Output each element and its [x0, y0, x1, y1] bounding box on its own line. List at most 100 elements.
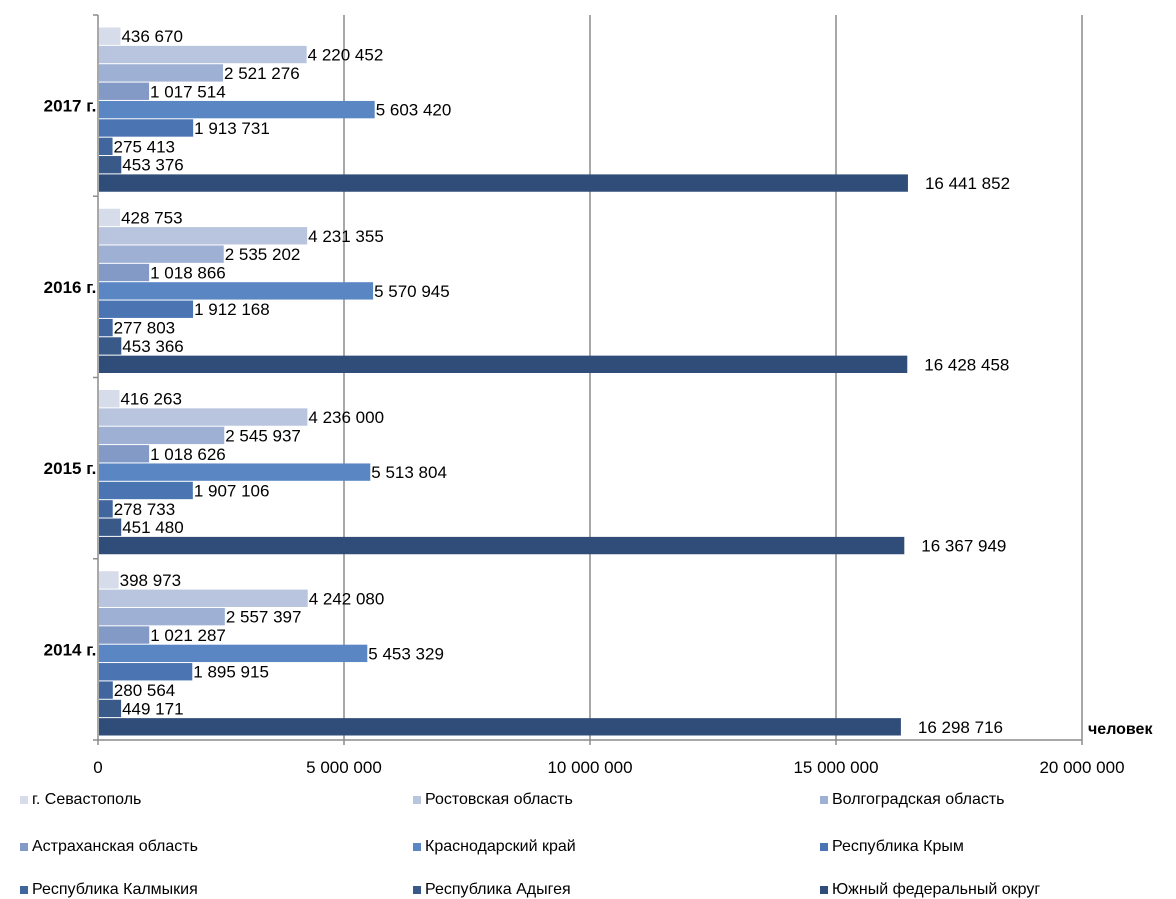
bar: [99, 445, 150, 463]
bars: [99, 27, 908, 736]
data-label: 5 453 329: [368, 644, 444, 663]
legend: г. Севастополь Ростовская область Волгогра…: [0, 788, 1176, 898]
bar: [99, 100, 375, 119]
bar: [99, 137, 113, 156]
bar: [99, 208, 121, 227]
data-label: 1 021 287: [150, 626, 226, 645]
legend-label: Южный федеральный округ: [832, 881, 1041, 898]
bar: [99, 500, 113, 518]
data-label: 1 895 915: [193, 663, 269, 682]
legend-label: Краснодарский край: [425, 838, 576, 855]
bar: [99, 45, 307, 64]
data-label: 1 912 168: [194, 300, 270, 319]
bar: [99, 571, 119, 589]
legend-swatch: [820, 796, 828, 804]
x-tick-label: 15 000 000: [793, 758, 878, 777]
bar: [99, 681, 113, 699]
bar: [99, 626, 150, 644]
legend-swatch: [820, 843, 828, 851]
bar: [99, 227, 308, 245]
bar: [99, 663, 193, 681]
legend-item: г. Севастополь: [20, 791, 141, 809]
legend-item: Республика Адыгея: [413, 881, 571, 899]
legend-label: Волгоградская область: [832, 791, 1005, 808]
legend-item: Южный федеральный округ: [820, 881, 1040, 899]
data-label: 451 480: [122, 518, 183, 537]
data-label: 275 413: [114, 137, 175, 156]
x-tick-label: 5 000 000: [306, 758, 382, 777]
legend-swatch: [413, 886, 421, 894]
data-label: 4 220 452: [308, 46, 384, 65]
bar: [99, 699, 122, 718]
data-label: 5 513 804: [371, 463, 447, 482]
data-label: 280 564: [114, 681, 175, 700]
bar: [99, 282, 374, 300]
legend-swatch: [413, 843, 421, 851]
data-label: 16 441 852: [925, 174, 1010, 193]
legend-item: Ростовская область: [413, 791, 573, 809]
legend-item: Республика Крым: [820, 838, 964, 856]
bar: [99, 607, 225, 626]
data-label: 4 236 000: [308, 408, 384, 427]
x-tick-label: 0: [93, 758, 102, 777]
legend-swatch: [20, 843, 28, 851]
legend-swatch: [20, 796, 28, 804]
bar: [99, 481, 193, 500]
legend-item: Астраханская область: [20, 838, 198, 856]
data-label: 453 366: [122, 337, 183, 356]
category-label: 2014 г.: [44, 640, 97, 659]
legend-swatch: [413, 796, 421, 804]
data-label: 1 017 514: [150, 82, 226, 101]
bar: [99, 337, 122, 355]
category-label: 2017 г.: [44, 97, 97, 116]
data-label: 16 367 949: [921, 537, 1006, 556]
legend-item: Волгоградская область: [820, 791, 1005, 809]
data-label: 416 263: [120, 390, 181, 409]
data-label: 453 376: [122, 156, 183, 175]
legend-item: Республика Калмыкия: [20, 881, 198, 899]
bar: [99, 119, 194, 137]
data-label: 277 803: [114, 319, 175, 338]
bar: [99, 174, 908, 192]
data-label: 5 603 420: [376, 101, 452, 120]
legend-label: Республика Крым: [832, 838, 964, 855]
bar: [99, 64, 224, 82]
data-label: 5 570 945: [374, 282, 450, 301]
bar: [99, 463, 371, 481]
bar: [99, 426, 225, 445]
data-label: 1 913 731: [194, 119, 270, 138]
data-label: 4 231 355: [308, 227, 384, 246]
data-label: 1 907 106: [194, 481, 270, 500]
legend-label: Республика Калмыкия: [32, 881, 198, 898]
legend-swatch: [820, 886, 828, 894]
bar: [99, 318, 113, 337]
data-label: 398 973: [120, 571, 181, 590]
x-axis-unit-label: человек: [1088, 721, 1153, 738]
legend-label: г. Севастополь: [32, 791, 142, 808]
legend-swatch: [20, 886, 28, 894]
bar: [99, 390, 120, 408]
legend-label: Ростовская область: [425, 791, 573, 808]
data-label: 278 733: [114, 500, 175, 519]
legend-label: Астраханская область: [32, 838, 198, 855]
bar: [99, 156, 122, 174]
data-label: 2 557 397: [226, 608, 302, 627]
data-label: 1 018 866: [150, 264, 226, 283]
data-label: 16 298 716: [918, 718, 1003, 737]
data-label: 428 753: [121, 208, 182, 227]
legend-label: Республика Адыгея: [425, 881, 571, 898]
bar: [99, 644, 368, 663]
data-label: 2 545 937: [225, 426, 301, 445]
data-label: 449 171: [122, 699, 183, 718]
bar: [99, 408, 308, 426]
data-label: 2 521 276: [224, 64, 300, 83]
data-label: 4 242 080: [309, 589, 385, 608]
bar: [99, 263, 150, 282]
gridlines: [343, 15, 1083, 740]
bar: [99, 27, 121, 45]
data-label: 1 018 626: [150, 445, 226, 464]
bar: [99, 300, 194, 318]
data-label: 16 428 458: [924, 355, 1009, 374]
x-tick-label: 20 000 000: [1039, 758, 1124, 777]
